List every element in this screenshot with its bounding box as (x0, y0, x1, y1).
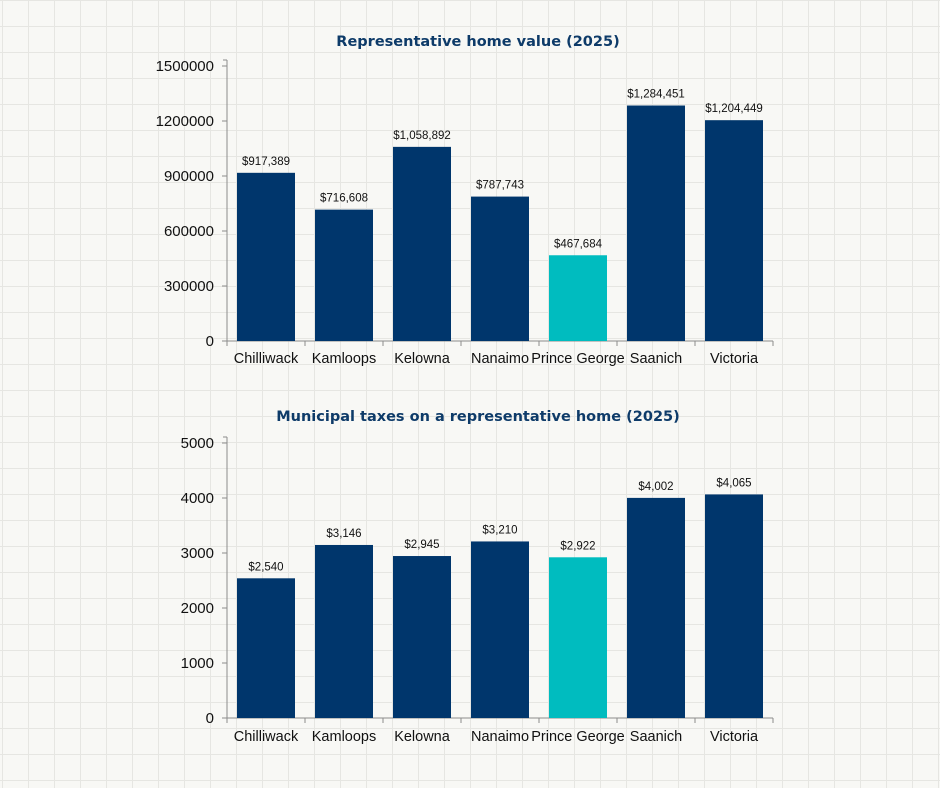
bar-saanich (627, 497, 685, 718)
data-label: $467,684 (554, 238, 603, 250)
bar-kelowna (393, 556, 451, 718)
data-label: $716,608 (320, 193, 368, 205)
y-tick-label: 4000 (181, 490, 214, 507)
y-tick-label: 900000 (164, 168, 214, 185)
bar-kamloops (315, 209, 373, 341)
data-label: $2,540 (248, 561, 283, 573)
y-tick-label: 5000 (181, 435, 214, 452)
bar-victoria (705, 120, 763, 341)
category-label: Kelowna (394, 729, 451, 745)
category-label: Prince George (531, 729, 625, 745)
chart-title: Representative home value (2025) (336, 34, 619, 50)
category-label: Saanich (630, 729, 682, 745)
y-tick-label: 0 (206, 333, 214, 350)
y-tick-label: 300000 (164, 278, 214, 295)
data-label: $4,065 (716, 477, 751, 489)
y-tick-label: 1000 (181, 655, 214, 672)
bar-nanaimo (471, 196, 529, 341)
y-tick-label: 1200000 (156, 113, 214, 130)
category-label: Saanich (630, 351, 682, 367)
data-label: $3,146 (326, 528, 361, 540)
category-label: Kamloops (312, 729, 376, 745)
y-tick-label: 600000 (164, 223, 214, 240)
category-label: Nanaimo (471, 351, 529, 367)
data-label: $4,002 (638, 481, 673, 493)
bar-chilliwack (237, 578, 295, 718)
category-label: Chilliwack (234, 729, 299, 745)
y-tick-label: 0 (206, 710, 214, 727)
bar-kamloops (315, 544, 373, 718)
bar-nanaimo (471, 541, 529, 718)
data-label: $917,389 (242, 156, 290, 168)
data-label: $787,743 (476, 180, 524, 192)
bar-prince-george (549, 255, 607, 341)
category-label: Nanaimo (471, 729, 529, 745)
data-label: $2,945 (404, 539, 439, 551)
municipal-taxes-chart: Municipal taxes on a representative home… (181, 409, 774, 745)
bar-victoria (705, 494, 763, 718)
bar-chilliwack (237, 172, 295, 341)
data-label: $2,922 (560, 540, 595, 552)
bar-saanich (627, 105, 685, 341)
category-label: Victoria (710, 351, 759, 367)
y-tick-label: 1500000 (156, 58, 214, 75)
category-label: Kamloops (312, 351, 376, 367)
chart-title: Municipal taxes on a representative home… (276, 409, 680, 425)
data-label: $1,204,449 (705, 103, 763, 115)
data-label: $1,058,892 (393, 130, 451, 142)
category-label: Prince George (531, 351, 625, 367)
category-label: Kelowna (394, 351, 451, 367)
bar-prince-george (549, 557, 607, 718)
category-label: Chilliwack (234, 351, 299, 367)
home-value-chart: Representative home value (2025) 0 300000… (156, 34, 774, 367)
bar-kelowna (393, 146, 451, 341)
y-tick-label: 2000 (181, 600, 214, 617)
y-tick-label: 3000 (181, 545, 214, 562)
category-label: Victoria (710, 729, 759, 745)
data-label: $3,210 (482, 524, 517, 536)
data-label: $1,284,451 (627, 89, 685, 101)
